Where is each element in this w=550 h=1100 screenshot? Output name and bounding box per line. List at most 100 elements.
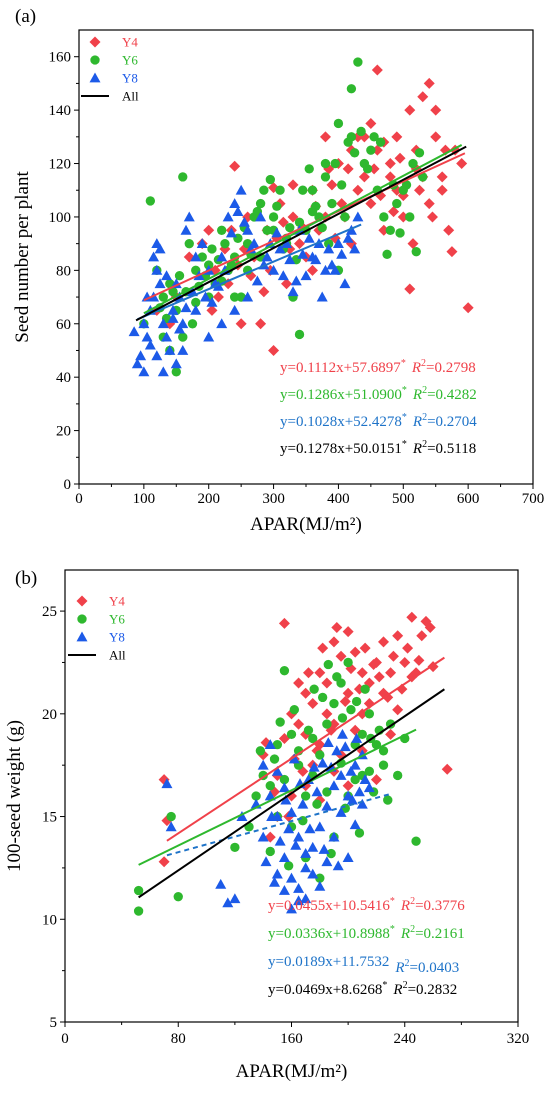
point-y4 bbox=[413, 654, 425, 666]
point-y8 bbox=[328, 831, 340, 842]
point-y6 bbox=[322, 719, 332, 729]
point-y4 bbox=[302, 667, 314, 679]
point-y6 bbox=[350, 774, 360, 785]
equation-r2-value: =0.4282 bbox=[427, 387, 477, 403]
point-y6 bbox=[265, 846, 275, 857]
point-y4 bbox=[423, 77, 435, 89]
point-y6 bbox=[354, 828, 365, 838]
point-y8 bbox=[332, 238, 344, 249]
point-y4 bbox=[287, 179, 299, 191]
equation-r2-value: =0.2798 bbox=[426, 360, 476, 376]
point-y4 bbox=[436, 171, 448, 183]
point-y6 bbox=[362, 164, 373, 174]
legend-label: Y6 bbox=[109, 612, 125, 627]
equation-formula: y=0.1112x+57.6897 bbox=[280, 360, 401, 376]
point-y8 bbox=[154, 243, 166, 254]
point-y6 bbox=[395, 228, 405, 238]
legend-marker-y6 bbox=[77, 614, 87, 624]
point-y4 bbox=[399, 656, 411, 668]
point-y8 bbox=[167, 312, 179, 323]
point-y8 bbox=[206, 296, 218, 307]
point-y6 bbox=[378, 760, 389, 770]
equation-r-label: R bbox=[412, 387, 422, 403]
point-y8 bbox=[232, 206, 244, 216]
legend-entry-y8: Y8 bbox=[76, 630, 125, 645]
point-y8 bbox=[225, 227, 237, 238]
series-y8-points bbox=[128, 184, 364, 377]
point-y8 bbox=[287, 286, 299, 297]
point-y8 bbox=[164, 344, 176, 355]
point-y6 bbox=[414, 148, 425, 158]
equation-significance: * bbox=[401, 358, 406, 369]
point-y6 bbox=[283, 861, 294, 871]
point-y8 bbox=[261, 251, 273, 262]
equation-significance: * bbox=[402, 412, 407, 423]
y-tick-label: 25 bbox=[42, 604, 57, 620]
point-y4 bbox=[373, 671, 385, 683]
point-y8 bbox=[356, 798, 368, 809]
point-y6 bbox=[329, 698, 339, 709]
point-y8 bbox=[235, 184, 247, 195]
equation-0: y=0.0455x+10.5416* R2=0.3776 bbox=[268, 896, 465, 914]
point-y6 bbox=[173, 891, 183, 902]
point-y6 bbox=[337, 713, 348, 723]
point-y6 bbox=[378, 746, 389, 756]
point-y8 bbox=[229, 893, 241, 904]
panel-label: (b) bbox=[15, 568, 37, 589]
point-y4 bbox=[391, 131, 403, 143]
point-y4 bbox=[368, 659, 380, 671]
point-y8 bbox=[318, 843, 330, 854]
legend-entry-y4: Y4 bbox=[89, 35, 138, 50]
point-y8 bbox=[314, 821, 326, 832]
point-y8 bbox=[251, 275, 263, 286]
point-y6 bbox=[166, 811, 176, 822]
point-y8 bbox=[304, 823, 316, 834]
equation-r2-value: =0.2704 bbox=[427, 414, 477, 430]
point-y6 bbox=[133, 885, 144, 896]
point-y8 bbox=[269, 876, 281, 887]
point-y8 bbox=[274, 835, 286, 846]
equation-significance: * bbox=[402, 385, 407, 396]
point-y4 bbox=[317, 642, 329, 654]
point-y8 bbox=[154, 278, 166, 289]
point-y4 bbox=[385, 667, 397, 679]
equation-r-superscript: 2 bbox=[405, 958, 410, 969]
point-y4 bbox=[278, 617, 290, 629]
equation-formula: y=0.1028x+52.4278 bbox=[280, 414, 402, 430]
point-y6 bbox=[411, 246, 421, 257]
point-y4 bbox=[356, 667, 368, 679]
equation-0: y=0.1112x+57.6897* R2=0.2798 bbox=[280, 358, 476, 376]
point-y6 bbox=[279, 665, 290, 676]
equation-r-label: R bbox=[392, 982, 402, 998]
point-y6 bbox=[309, 684, 319, 694]
point-y6 bbox=[366, 145, 376, 155]
point-y8 bbox=[222, 211, 234, 222]
x-tick-label: 400 bbox=[327, 491, 350, 507]
data-points bbox=[133, 611, 453, 916]
point-y6 bbox=[308, 733, 318, 744]
y-tick-label: 20 bbox=[42, 707, 57, 723]
point-y4 bbox=[158, 856, 170, 868]
equation-r-superscript: 2 bbox=[410, 924, 415, 935]
point-y6 bbox=[275, 185, 285, 195]
point-y8 bbox=[278, 852, 290, 863]
point-y6 bbox=[336, 180, 347, 190]
point-y6 bbox=[326, 848, 336, 859]
point-y8 bbox=[183, 211, 195, 222]
point-y8 bbox=[216, 318, 228, 329]
point-y4 bbox=[392, 630, 404, 642]
point-y8 bbox=[293, 882, 305, 893]
point-y6 bbox=[346, 705, 356, 715]
point-y4 bbox=[416, 630, 428, 642]
point-y4 bbox=[294, 238, 306, 250]
point-y4 bbox=[212, 291, 224, 303]
equation-r-superscript: 2 bbox=[422, 412, 427, 423]
point-y4 bbox=[306, 264, 318, 276]
panel-b-seed-weight: 0 80 160 240 320 5 10 15 20 25 APAR(MJ/m²) 100-seed… bbox=[4, 568, 529, 1082]
point-y4 bbox=[339, 695, 351, 707]
x-tick-label: 80 bbox=[171, 1031, 186, 1047]
x-tick-label: 200 bbox=[197, 491, 220, 507]
point-y8 bbox=[336, 248, 348, 259]
point-y8 bbox=[329, 264, 341, 275]
point-y4 bbox=[414, 184, 425, 196]
